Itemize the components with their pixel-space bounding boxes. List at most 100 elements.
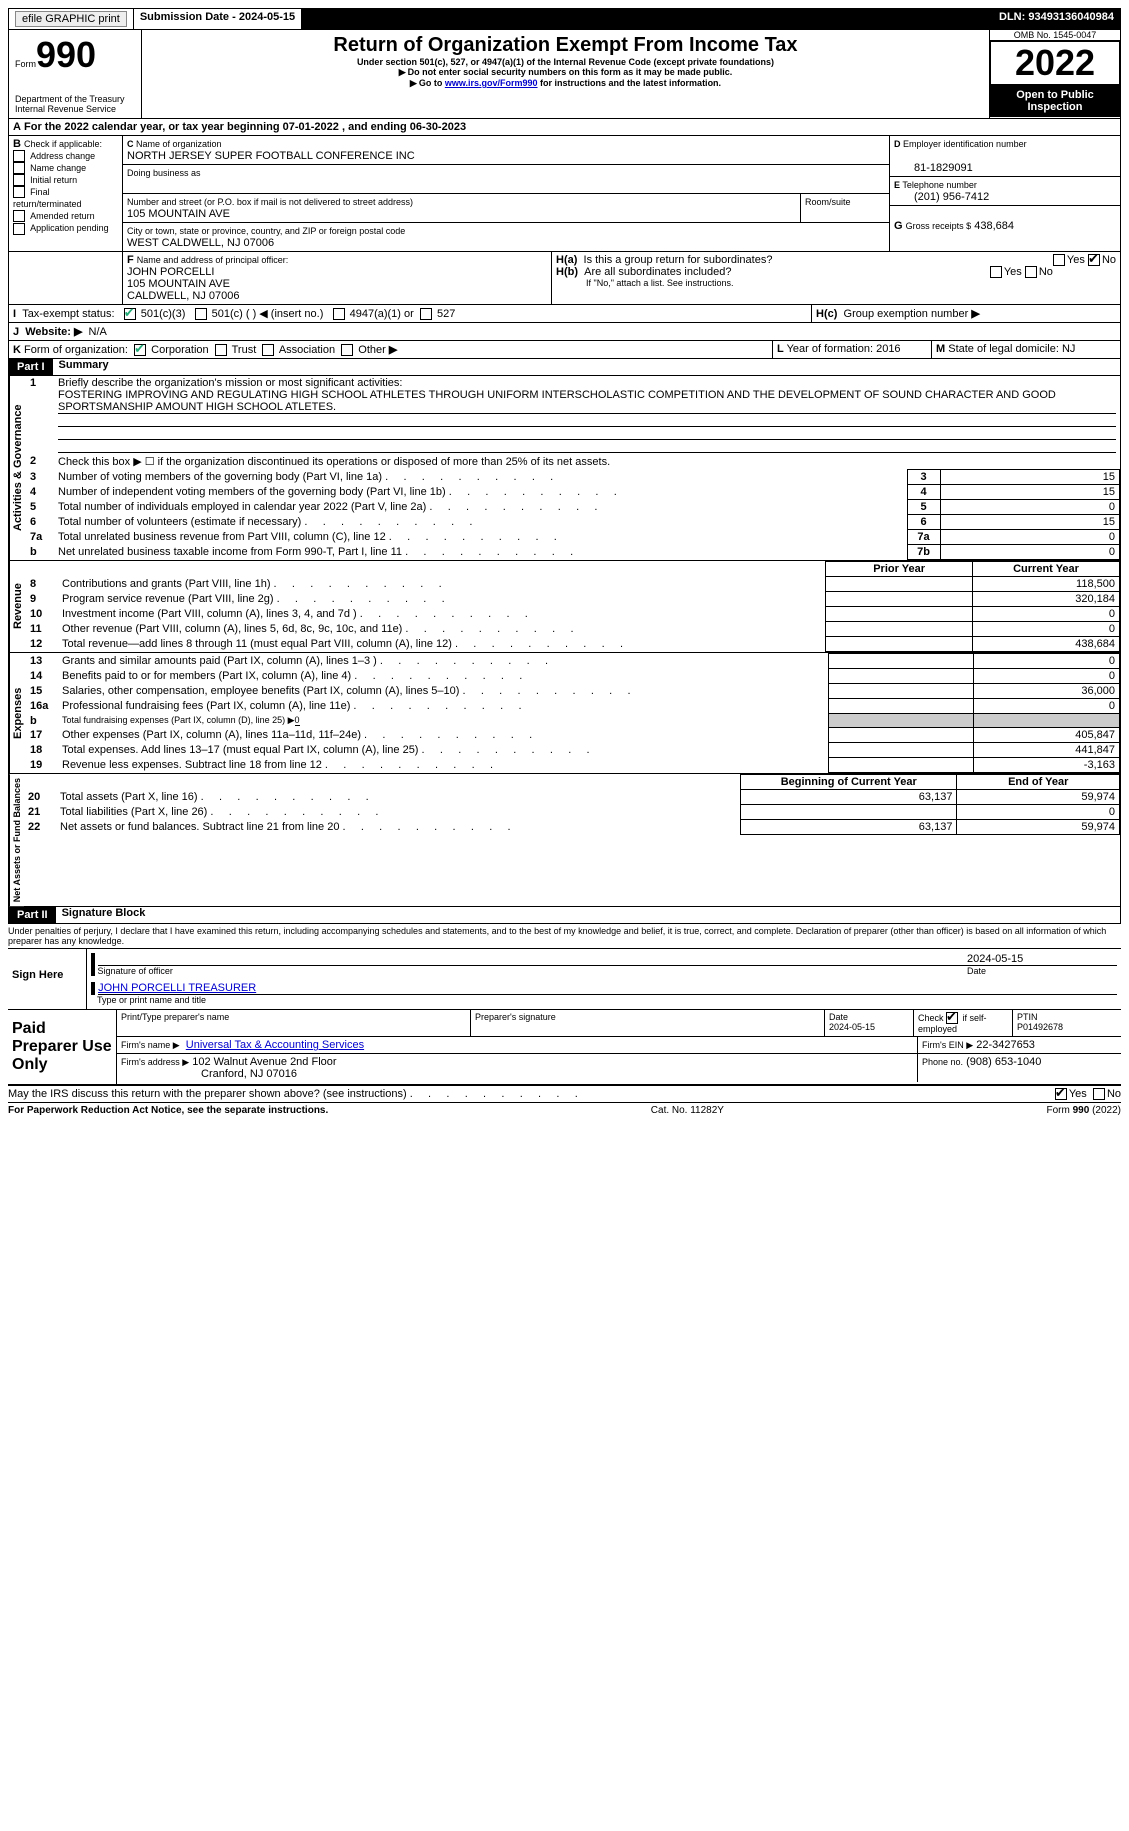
sidebar-ag: Activities & Governance [9,376,26,560]
form-number: 990 [36,34,96,75]
mission-text: FOSTERING IMPROVING AND REGULATING HIGH … [58,389,1116,414]
prep-date: 2024-05-15 [829,1022,875,1032]
section-f-h: F Name and address of principal officer:… [8,252,1121,305]
firm-ein-label: Firm's EIN ▶ [922,1040,973,1050]
efile-label: efile GRAPHIC print [9,9,134,29]
efile-print-button[interactable]: efile GRAPHIC print [15,11,127,27]
ag-section: Activities & Governance 1Briefly describ… [8,376,1121,561]
prep-name-label: Print/Type preparer's name [117,1010,471,1036]
ptin-value: P01492678 [1017,1022,1063,1032]
firm-addr1: 102 Walnut Avenue 2nd Floor [192,1056,336,1068]
b-opt-checkbox[interactable] [13,210,25,222]
mission-label: Briefly describe the organization's miss… [58,377,402,389]
b-label: Check if applicable: [24,139,102,149]
room-label: Room/suite [805,197,851,207]
b-opt-checkbox[interactable] [13,174,25,186]
sig-officer-label: Signature of officer [98,966,967,976]
part2-title: Signature Block [56,907,146,923]
ha-label: Is this a group return for subordinates? [584,254,773,266]
firm-name[interactable]: Universal Tax & Accounting Services [186,1039,364,1051]
year-formation-label: Year of formation: [787,343,873,355]
part1-header: Part I [9,359,53,375]
527-checkbox[interactable] [420,308,432,320]
line2-text: Check this box ▶ ☐ if the organization d… [54,454,1120,470]
firm-name-label: Firm's name ▶ [121,1040,180,1050]
org-name: NORTH JERSEY SUPER FOOTBALL CONFERENCE I… [127,150,415,162]
year-formation: 2016 [876,343,900,355]
trust-checkbox[interactable] [215,344,227,356]
c-name-label: Name of organization [136,139,222,149]
b-opt-label: Name change [30,163,86,173]
tax-year: 2022 [990,41,1120,85]
section-i: I Tax-exempt status: 501(c)(3) 501(c) ( … [8,305,1121,323]
sig-date: 2024-05-15 [967,953,1117,966]
irs-link[interactable]: www.irs.gov/Form990 [445,78,538,88]
paid-preparer-block: Paid Preparer Use Only Print/Type prepar… [8,1010,1121,1086]
firm-addr-label: Firm's address ▶ [121,1057,189,1067]
dln: DLN: 93493136040984 [302,9,1120,29]
footer-left: For Paperwork Reduction Act Notice, see … [8,1105,328,1116]
rev-section: Revenue Prior YearCurrent Year 8Contribu… [8,561,1121,653]
hb-label: Are all subordinates included? [584,266,731,278]
self-employed-checkbox[interactable] [946,1012,958,1024]
form-subtitle: Under section 501(c), 527, or 4947(a)(1)… [148,57,983,67]
b-opt-checkbox[interactable] [13,223,25,235]
firm-ein: 22-3427653 [976,1039,1035,1051]
discuss-text: May the IRS discuss this return with the… [8,1088,407,1100]
discuss-row: May the IRS discuss this return with the… [8,1086,1121,1103]
b-opt-label: Address change [30,151,95,161]
b-opt-checkbox[interactable] [13,150,25,162]
part2-header: Part II [9,907,56,923]
other-checkbox[interactable] [341,344,353,356]
4947-checkbox[interactable] [333,308,345,320]
gross-label: Gross receipts $ [906,221,972,231]
501c-checkbox[interactable] [195,308,207,320]
prep-sig-label: Preparer's signature [471,1010,825,1036]
jurat-text: Under penalties of perjury, I declare th… [8,924,1121,949]
phone-value: (201) 956-7412 [894,191,989,203]
form-org-label: Form of organization: [24,344,128,356]
goto-post: for instructions and the latest informat… [538,78,722,88]
dba-label: Doing business as [127,168,201,178]
page-footer: For Paperwork Reduction Act Notice, see … [8,1105,1121,1116]
omb-number: OMB No. 1545-0047 [990,30,1120,41]
gross-value: 438,684 [974,220,1014,232]
hb-yes-checkbox[interactable] [990,266,1002,278]
hc-label: Group exemption number [844,308,969,320]
line-a: A For the 2022 calendar year, or tax yea… [8,119,1121,136]
officer-name: JOHN PORCELLI [127,266,214,278]
ha-no-checkbox[interactable] [1088,254,1100,266]
form-title: Return of Organization Exempt From Incom… [148,34,983,57]
part1-title: Summary [53,359,109,375]
officer-label: Name and address of principal officer: [137,255,288,265]
officer-printed-name[interactable]: JOHN PORCELLI TREASURER [98,982,256,994]
city-label: City or town, state or province, country… [127,226,405,236]
dept-label: Department of the Treasury Internal Reve… [15,94,135,114]
section-klm: K Form of organization: Corporation Trus… [8,341,1121,359]
topbar: efile GRAPHIC print Submission Date - 20… [8,8,1121,30]
b-opt-checkbox[interactable] [13,162,25,174]
assoc-checkbox[interactable] [262,344,274,356]
hb-no-checkbox[interactable] [1025,266,1037,278]
501c3-checkbox[interactable] [124,308,136,320]
date-label: Date [967,966,1117,976]
firm-addr2: Cranford, NJ 07016 [121,1068,297,1080]
sidebar-exp: Expenses [9,653,26,773]
b-opt-label: Application pending [30,223,109,233]
firm-phone: (908) 653-1040 [966,1056,1041,1068]
discuss-no-checkbox[interactable] [1093,1088,1105,1100]
hb-note: If "No," attach a list. See instructions… [556,278,1116,288]
current-year-header: Current Year [973,562,1120,577]
sign-here-block: Sign Here 2024-05-15 Signature of office… [8,949,1121,1010]
domicile: NJ [1062,343,1075,355]
corp-checkbox[interactable] [134,344,146,356]
ha-yes-checkbox[interactable] [1053,254,1065,266]
b-opt-checkbox[interactable] [13,186,25,198]
tax-status-label: Tax-exempt status: [22,308,114,320]
form-header: Form990 Department of the Treasury Inter… [8,30,1121,119]
discuss-yes-checkbox[interactable] [1055,1088,1067,1100]
org-street: 105 MOUNTAIN AVE [127,208,230,220]
ssn-note: Do not enter social security numbers on … [408,67,733,77]
officer-name-label: Type or print name and title [91,995,1117,1005]
begin-year-header: Beginning of Current Year [741,775,957,790]
